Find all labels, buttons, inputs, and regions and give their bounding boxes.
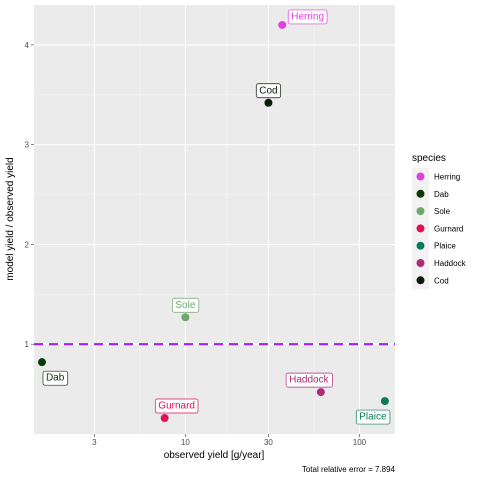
plot-background [34,5,395,434]
svg-text:Plaice: Plaice [359,412,387,423]
legend-label: Plaice [434,242,456,251]
x-tick-label: 10 [181,438,190,447]
svg-text:Sole: Sole [175,300,195,311]
legend-item-plaice: Plaice [412,237,456,255]
legend: species Herring Dab Sole Gurnard Plaice Haddo… [412,153,467,289]
y-axis-ticks: 1 2 3 4 [25,41,34,349]
point-haddock [316,388,325,397]
point-sole [181,313,190,322]
legend-label: Dab [434,190,449,199]
legend-label: Sole [434,207,451,216]
point-label-dab: Dab [42,370,69,386]
legend-key [416,224,425,233]
legend-title: species [412,153,446,164]
legend-key [416,207,425,216]
legend-key [416,276,425,285]
svg-text:Herring: Herring [291,11,324,22]
point-label-haddock: Haddock [285,372,333,388]
data-points [37,20,389,423]
legend-item-herring: Herring [412,168,460,185]
svg-text:Cod: Cod [259,85,277,96]
point-label-plaice: Plaice [355,409,391,425]
legend-label: Gurnard [434,224,463,233]
x-tick-label: 30 [264,438,273,447]
caption-total-error: Total relative error = 7.894 [302,465,396,474]
x-axis-ticks: 3 10 30 100 [92,434,367,447]
legend-item-dab: Dab [412,185,449,203]
legend-key [416,189,425,198]
legend-label: Cod [434,276,449,285]
point-cod [264,98,273,107]
x-tick-label: 3 [92,438,97,447]
point-plaice [380,397,389,406]
legend-item-gurnard: Gurnard [412,219,463,237]
legend-item-sole: Sole [412,202,451,220]
x-tick-label: 100 [353,438,367,447]
legend-key [416,172,425,181]
legend-label: Haddock [434,259,467,268]
svg-text:Gurnard: Gurnard [158,401,195,412]
point-label-herring: Herring [287,9,328,25]
legend-item-haddock: Haddock [412,254,467,272]
point-dab [37,358,46,367]
point-label-cod: Cod [255,83,281,99]
point-gurnard [160,414,169,423]
legend-key [416,241,425,250]
point-labels: Herring Dab Sole Gurnard Plaice Haddock Cod [42,9,391,425]
y-axis-title: model yield / observed yield [5,157,16,280]
legend-label: Herring [434,173,460,182]
x-axis-title: observed yield [g/year] [164,450,265,461]
legend-item-cod: Cod [412,271,449,289]
y-tick-label: 4 [25,41,30,50]
y-tick-label: 3 [25,141,30,150]
y-tick-label: 2 [25,240,30,249]
point-label-sole: Sole [172,297,200,313]
legend-key [416,259,425,267]
point-herring [278,20,287,29]
svg-text:Dab: Dab [46,373,65,384]
svg-text:Haddock: Haddock [289,375,329,386]
y-tick-label: 1 [25,340,30,349]
point-label-gurnard: Gurnard [154,398,199,414]
